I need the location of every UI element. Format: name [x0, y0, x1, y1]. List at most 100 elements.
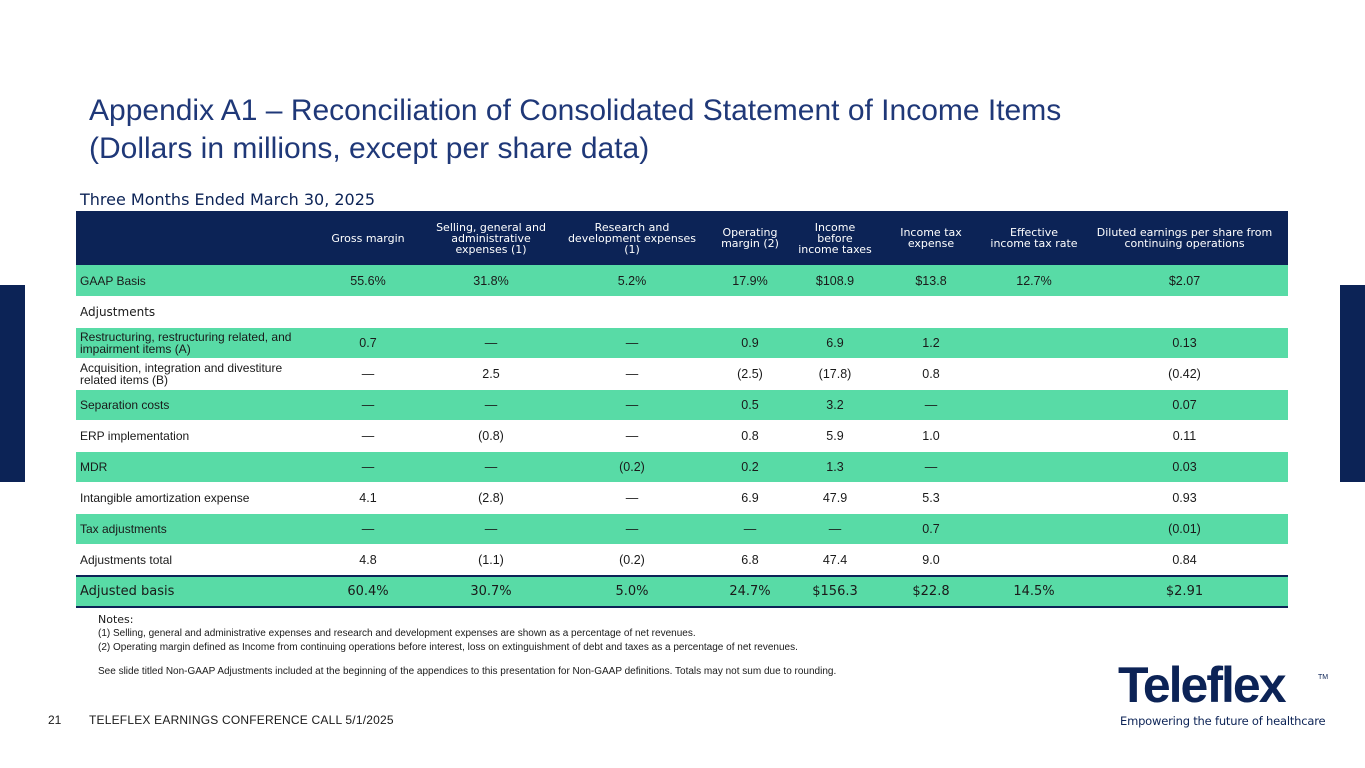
adjustments-heading-row: Adjustments [76, 296, 1288, 328]
table-cell: — [705, 513, 795, 545]
table-cell: 0.7 [313, 327, 423, 359]
table-cell: — [423, 327, 559, 359]
notes-heading: Notes: [98, 613, 134, 626]
table-cell: — [795, 513, 875, 545]
table-cell: 30.7% [423, 575, 559, 608]
table-cell: 0.11 [1081, 420, 1288, 452]
table-cell: 17.9% [705, 265, 795, 297]
row-label: Restructuring, restructuring related, an… [76, 327, 313, 359]
page-number: 21 [48, 713, 62, 727]
table-cell: 60.4% [313, 575, 423, 608]
row-label: GAAP Basis [76, 265, 313, 297]
header-cell: Research and development expenses (1) [559, 211, 705, 265]
table-cell: $2.07 [1081, 265, 1288, 297]
table-cell: — [875, 451, 987, 483]
table-cell: 5.2% [559, 265, 705, 297]
table-header-row: Gross margin Selling, general and admini… [76, 211, 1288, 265]
table-cell: 55.6% [313, 265, 423, 297]
table-cell: — [423, 389, 559, 421]
right-accent-bar [1340, 285, 1365, 482]
note-3: See slide titled Non-GAAP Adjustments in… [98, 666, 837, 677]
header-cell: Income before income taxes [795, 211, 875, 265]
logo-wordmark: Teleflex [1118, 657, 1286, 713]
table-cell: 5.0% [559, 575, 705, 608]
table-cell [987, 482, 1081, 514]
table-cell: — [559, 513, 705, 545]
table-cell: 3.2 [795, 389, 875, 421]
table-cell: 31.8% [423, 265, 559, 297]
row-label: Intangible amortization expense [76, 482, 313, 514]
adjustments-heading: Adjustments [76, 296, 1288, 328]
table-cell: 0.03 [1081, 451, 1288, 483]
table-row: Separation costs — — — 0.5 3.2 — 0.07 [76, 389, 1288, 421]
table-cell: (2.5) [705, 358, 795, 390]
table-cell: 47.4 [795, 544, 875, 577]
logo-tagline: Empowering the future of healthcare [1120, 714, 1326, 728]
left-accent-bar [0, 285, 25, 482]
row-label: Separation costs [76, 389, 313, 421]
table-row: Restructuring, restructuring related, an… [76, 327, 1288, 359]
table-cell: 2.5 [423, 358, 559, 390]
table-cell: (1.1) [423, 544, 559, 577]
header-cell: Effective income tax rate [987, 211, 1081, 265]
table-cell: — [313, 389, 423, 421]
table-cell: $2.91 [1081, 575, 1288, 608]
header-cell: Selling, general and administrative expe… [423, 211, 559, 265]
table-cell: 0.8 [705, 420, 795, 452]
footer-text: TELEFLEX EARNINGS CONFERENCE CALL 5/1/20… [89, 713, 394, 727]
table-cell: $156.3 [795, 575, 875, 608]
table-cell: 47.9 [795, 482, 875, 514]
slide-title-line2: (Dollars in millions, except per share d… [89, 132, 650, 165]
table-row: MDR — — (0.2) 0.2 1.3 — 0.03 [76, 451, 1288, 483]
table-cell: 5.9 [795, 420, 875, 452]
table-cell: 0.8 [875, 358, 987, 390]
row-label: Adjusted basis [76, 575, 313, 608]
adjusted-basis-row: Adjusted basis 60.4% 30.7% 5.0% 24.7% $1… [76, 575, 1288, 608]
table-cell [987, 513, 1081, 545]
table-cell: $108.9 [795, 265, 875, 297]
table-cell: 6.9 [705, 482, 795, 514]
period-label: Three Months Ended March 30, 2025 [80, 190, 376, 209]
table-cell: — [313, 513, 423, 545]
table-cell: (2.8) [423, 482, 559, 514]
table-cell: — [559, 358, 705, 390]
table-cell: — [313, 358, 423, 390]
slide-title: Appendix A1 – Reconciliation of Consolid… [89, 92, 1289, 168]
note-1: (1) Selling, general and administrative … [98, 628, 696, 639]
slide-title-line1: Appendix A1 – Reconciliation of Consolid… [89, 94, 1062, 127]
table-cell: 0.84 [1081, 544, 1288, 577]
table-cell: 12.7% [987, 265, 1081, 297]
header-cell: Income tax expense [875, 211, 987, 265]
row-label: Tax adjustments [76, 513, 313, 545]
header-cell [76, 211, 313, 265]
table-cell: 6.8 [705, 544, 795, 577]
table-cell: (0.01) [1081, 513, 1288, 545]
table-cell: 0.7 [875, 513, 987, 545]
table-row: Acquisition, integration and divestiture… [76, 358, 1288, 390]
note-2: (2) Operating margin defined as Income f… [98, 642, 798, 653]
table-cell: 0.07 [1081, 389, 1288, 421]
table-cell [987, 327, 1081, 359]
table-cell: (17.8) [795, 358, 875, 390]
table-cell: 4.1 [313, 482, 423, 514]
table-cell: 6.9 [795, 327, 875, 359]
table-row: Intangible amortization expense 4.1 (2.8… [76, 482, 1288, 514]
table-cell: 0.5 [705, 389, 795, 421]
adjustments-total-row: Adjustments total 4.8 (1.1) (0.2) 6.8 47… [76, 544, 1288, 577]
table-cell: — [875, 389, 987, 421]
table-cell: 1.3 [795, 451, 875, 483]
notes-spacer [98, 655, 998, 665]
table-cell: 0.13 [1081, 327, 1288, 359]
table-cell: $22.8 [875, 575, 987, 608]
table-cell: 14.5% [987, 575, 1081, 608]
table-cell: 0.93 [1081, 482, 1288, 514]
table-cell: (0.2) [559, 451, 705, 483]
table-cell: (0.2) [559, 544, 705, 577]
table-cell: 24.7% [705, 575, 795, 608]
table-cell [987, 358, 1081, 390]
table-cell: — [559, 327, 705, 359]
table-cell [987, 544, 1081, 577]
table-cell: 5.3 [875, 482, 987, 514]
table-cell [987, 451, 1081, 483]
row-label: MDR [76, 451, 313, 483]
